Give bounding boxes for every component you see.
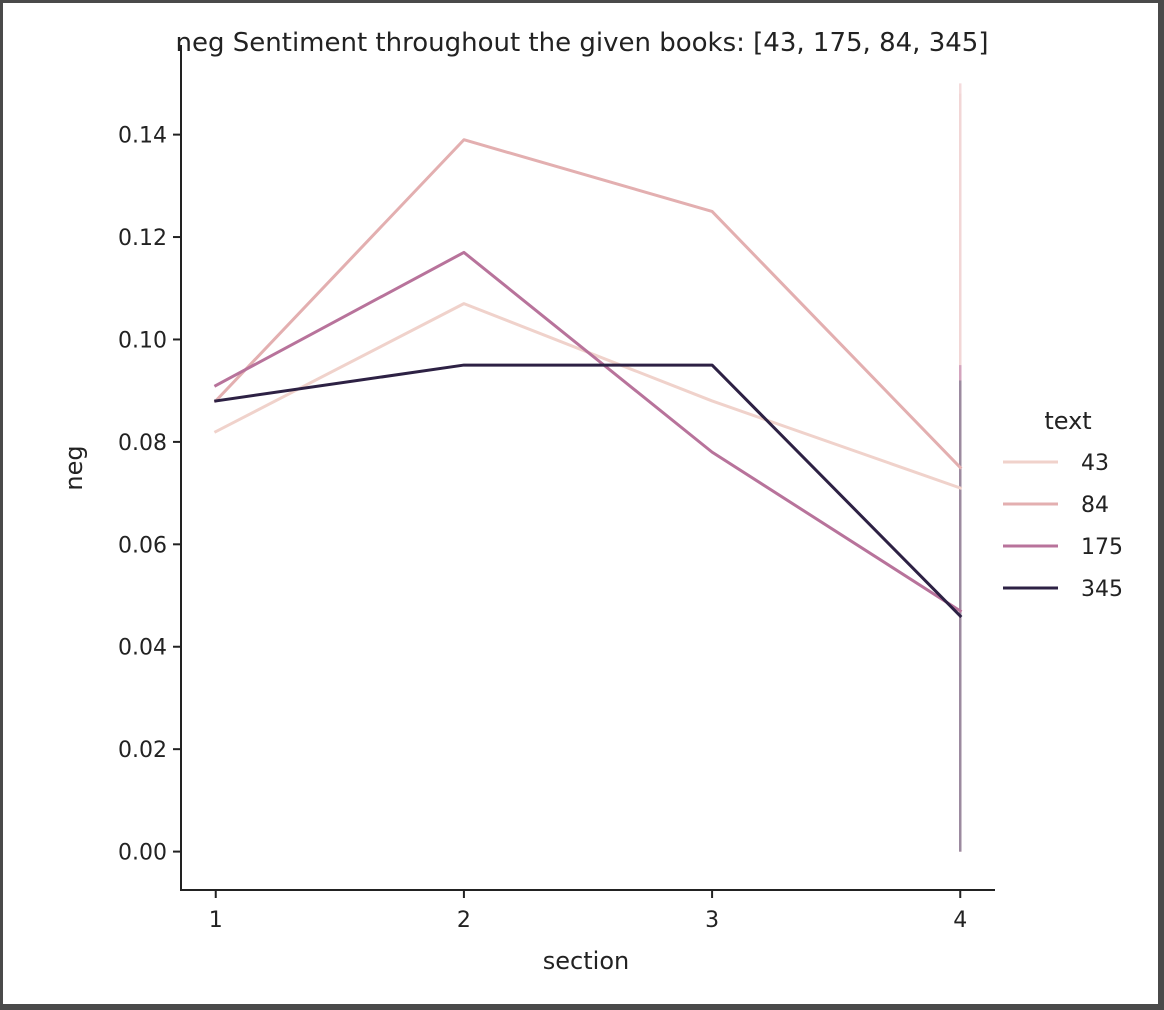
x-axis-label: section (543, 947, 629, 975)
legend-label-84: 84 (1081, 493, 1109, 518)
y-tick-label: 0.02 (118, 738, 167, 763)
x-tick-label: 2 (457, 908, 471, 933)
legend-items: 43 84 175 345 (1003, 451, 1123, 602)
y-tick-label: 0.08 (118, 431, 167, 456)
y-axis-label: neg (60, 445, 88, 490)
legend-label-43: 43 (1081, 451, 1109, 476)
y-tick-label: 0.06 (118, 533, 167, 558)
y-ticks: 0.00 0.02 0.04 0.06 0.08 0.10 0.12 0.14 (118, 124, 181, 866)
y-tick-label: 0.12 (118, 226, 167, 251)
x-ticks: 1 2 3 4 (209, 890, 967, 933)
series-line-84 (213, 138, 963, 470)
series-line-345 (214, 363, 963, 619)
chart-frame: neg Sentiment throughout the given books… (3, 3, 1158, 1004)
x-tick-label: 4 (953, 908, 967, 933)
x-tick-label: 3 (705, 908, 719, 933)
axes (180, 45, 995, 891)
y-tick-label: 0.04 (118, 636, 167, 661)
line-chart: neg Sentiment throughout the given books… (60, 28, 1123, 975)
series-line-43 (213, 302, 963, 490)
legend-label-345: 345 (1081, 577, 1123, 602)
y-tick-label: 0.14 (118, 124, 167, 149)
legend-label-175: 175 (1081, 535, 1123, 560)
y-tick-label: 0.10 (118, 328, 167, 353)
legend: text 43 84 175 345 (1003, 407, 1123, 602)
series-lines (213, 138, 963, 619)
chart-title: neg Sentiment throughout the given books… (176, 28, 989, 58)
legend-title: text (1044, 407, 1091, 435)
x-tick-label: 1 (209, 908, 223, 933)
y-tick-label: 0.00 (118, 841, 167, 866)
series-line-175 (213, 250, 963, 613)
